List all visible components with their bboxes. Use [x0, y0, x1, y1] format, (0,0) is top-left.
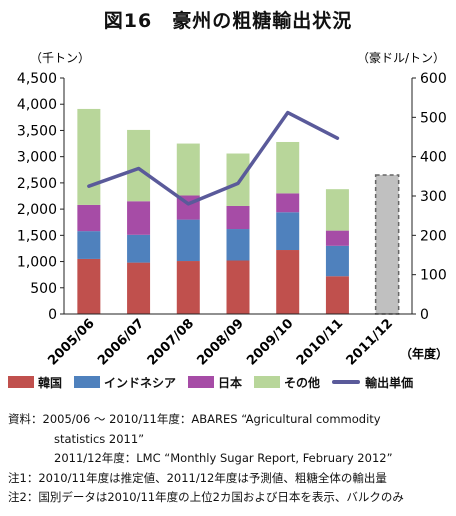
note-line: 資料：2005/06 ～ 2010/11年度：ABARES “Agricultu…: [8, 412, 381, 426]
x-tick-label: 2008/09: [194, 316, 246, 368]
bar-segment: [276, 212, 300, 251]
note-line: 注2：国別データは2010/11年度の上位2カ国および日本を表示、バルクのみ: [8, 490, 404, 504]
y-left-tick-label: 2,500: [17, 176, 57, 192]
bar-segment: [226, 153, 250, 206]
bar-segment: [127, 201, 151, 235]
y-right-tick-label: 600: [420, 71, 447, 87]
bar-segment: [325, 245, 349, 277]
legend-item: 韓国: [8, 374, 62, 391]
legend-label: インドネシア: [104, 375, 177, 390]
bar-segment: [77, 231, 101, 259]
legend-item: インドネシア: [74, 374, 176, 391]
bar-total-estimate: [374, 174, 400, 315]
bar-segment: [77, 204, 101, 232]
y-right-tick-label: 300: [420, 189, 447, 205]
x-tick-label: 2009/10: [244, 316, 296, 368]
y-left-tick-label: 4,000: [17, 97, 57, 113]
x-tick-label: 2006/07: [95, 316, 147, 368]
bar-segment: [127, 129, 151, 202]
legend-color-swatch: [8, 376, 34, 388]
y-right-tick-label: 0: [420, 307, 429, 323]
legend-line-swatch: [332, 380, 361, 384]
y-left-tick-label: 3,000: [17, 150, 57, 166]
bar-segment: [176, 143, 200, 196]
x-tick-label: 2011/12: [344, 316, 396, 368]
source-notes: 資料：2005/06 ～ 2010/11年度：ABARES “Agricultu…: [8, 410, 454, 508]
legend-item: その他: [254, 374, 320, 391]
x-tick-label: 2005/06: [45, 316, 97, 368]
bar-segment: [77, 258, 101, 314]
y-right-tick-label: 200: [420, 228, 447, 244]
y-left-tick-label: 3,500: [17, 123, 57, 139]
chart-title: 図16 豪州の粗糖輸出状況: [103, 10, 353, 32]
y-left-tick-label: 500: [30, 281, 57, 297]
legend-item: 日本: [188, 374, 242, 391]
y-left-tick-label: 2,000: [17, 202, 57, 218]
legend-color-swatch: [188, 376, 215, 388]
bar-segment: [226, 260, 250, 314]
legend-label: 韓国: [38, 375, 63, 390]
sugar-export-chart: （千トン） （豪ドル/トン） （年度） 0 500 1,000 1,500 2,000 2…: [17, 50, 448, 369]
y-left-tick-label: 4,500: [17, 71, 57, 87]
x-unit-label: （年度）: [400, 346, 448, 361]
x-tick-label: 2010/11: [294, 316, 346, 368]
legend-color-swatch: [254, 376, 281, 388]
y-right-tick-label: 100: [420, 268, 447, 284]
y-right-tick-label: 400: [420, 150, 447, 166]
legend-label: その他: [284, 375, 321, 390]
y-left-tick-label: 1,500: [17, 228, 57, 244]
bar-segment: [276, 250, 300, 314]
bar-segment: [226, 205, 250, 230]
price-line-series: [87, 110, 340, 206]
bar-segment: [127, 234, 151, 263]
bar-segment: [325, 189, 349, 231]
y-right-tick-label: 500: [420, 110, 447, 126]
note-line: statistics 2011”: [54, 431, 145, 446]
legend-label: 日本: [218, 375, 243, 390]
bar-segment: [325, 230, 349, 246]
bar-segment: [176, 219, 200, 262]
legend: 韓国 インドネシア 日本 その他 輸出単価: [8, 372, 454, 392]
bar-segment: [127, 262, 151, 314]
x-tick-label: 2007/08: [145, 316, 197, 368]
bar-segment: [276, 193, 300, 213]
y-right-unit-label: （豪ドル/トン）: [357, 50, 445, 65]
legend-item: 輸出単価: [332, 374, 413, 391]
bar-segment: [226, 229, 250, 261]
y-left-tick-label: 0: [48, 307, 57, 323]
y-left-tick-label: 1,000: [17, 255, 57, 271]
y-left-unit-label: （千トン）: [30, 51, 90, 65]
legend-color-swatch: [74, 376, 101, 388]
bar-segment: [276, 141, 300, 194]
note-line: 2011/12年度：LMC “Monthly Sugar Report, Feb…: [54, 451, 393, 465]
bar-segment: [325, 276, 349, 314]
bar-segment: [77, 108, 101, 205]
legend-label: 輸出単価: [365, 375, 414, 390]
note-line: 注1：2010/11年度は推定値、2011/12年度は予測値、粗糖全体の輸出量: [8, 470, 387, 485]
bar-segment: [176, 261, 200, 314]
